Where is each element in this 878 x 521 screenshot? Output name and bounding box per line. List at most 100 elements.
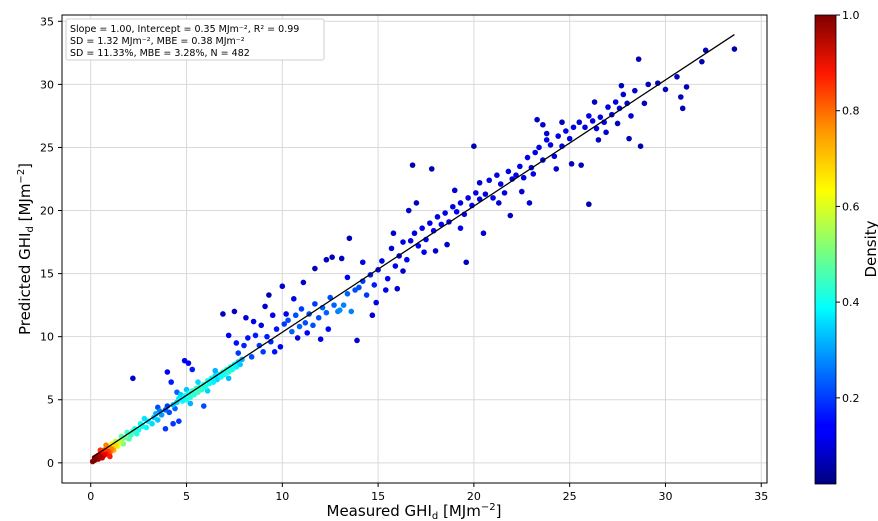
scatter-point xyxy=(495,200,502,206)
grid-lines xyxy=(62,15,767,483)
colorbar-tick-label: 0.4 xyxy=(842,296,860,309)
scatter-point xyxy=(457,225,464,231)
scatter-point xyxy=(674,74,680,80)
scatter-point xyxy=(486,177,493,184)
scatter-point xyxy=(158,412,165,418)
x-tick-label: 5 xyxy=(183,490,190,503)
scatter-point xyxy=(164,369,171,375)
scatter-point xyxy=(632,87,638,94)
scatter-point xyxy=(371,282,378,288)
x-tick-label: 0 xyxy=(87,490,94,503)
scatter-point xyxy=(348,308,355,315)
x-tick-label: 25 xyxy=(563,490,577,503)
colorbar-tick-label: 0.2 xyxy=(842,392,860,405)
scatter-point xyxy=(388,245,395,252)
scatter-point xyxy=(382,287,389,293)
scatter-point xyxy=(438,221,445,228)
scatter-point xyxy=(480,230,487,237)
scatter-point xyxy=(428,166,435,172)
scatter-point xyxy=(501,190,508,196)
scatter-point xyxy=(296,323,303,330)
scatter-point xyxy=(285,317,291,324)
scatter-point xyxy=(603,129,609,136)
plot-frame xyxy=(61,14,768,484)
scatter-point xyxy=(176,418,182,424)
scatter-point xyxy=(323,309,330,316)
scatter-point xyxy=(340,302,347,308)
scatter-point xyxy=(699,58,705,65)
scatter-point xyxy=(294,335,301,341)
scatter-point xyxy=(405,207,412,214)
scatter-point xyxy=(200,403,207,409)
scatter-point xyxy=(195,379,201,385)
scatter-point xyxy=(490,195,496,201)
scatter-point xyxy=(354,337,360,344)
scatter-point xyxy=(482,191,489,197)
scatter-point xyxy=(536,144,542,151)
scatter-point xyxy=(394,285,401,292)
scatter-point xyxy=(597,114,604,120)
scatter-point xyxy=(683,84,690,90)
scatter-point xyxy=(390,230,397,237)
scatter-point xyxy=(325,326,332,332)
scatter-point xyxy=(356,284,362,291)
y-tick-label: 10 xyxy=(40,331,54,344)
scatter-point xyxy=(91,457,98,464)
scatter-point xyxy=(731,46,738,52)
scatter-point xyxy=(645,81,652,88)
scatter-point xyxy=(400,268,406,274)
scatter-point xyxy=(476,196,483,202)
scatter-point xyxy=(471,143,477,149)
scatter-point xyxy=(628,113,634,119)
scatter-point xyxy=(421,249,427,255)
y-tick-label: 30 xyxy=(40,78,54,91)
scatter-point xyxy=(442,210,448,216)
scatter-point xyxy=(534,116,540,123)
scatter-point xyxy=(195,389,201,395)
x-tick-label: 10 xyxy=(275,490,289,503)
x-axis-label: Measured GHId [MJm−2] xyxy=(327,502,502,521)
scatter-point xyxy=(400,239,406,245)
scatter-point xyxy=(586,113,592,119)
scatter-point xyxy=(662,86,669,93)
scatter-point xyxy=(225,369,232,375)
scatter-point xyxy=(404,256,410,263)
scatter-point xyxy=(338,255,345,262)
scatter-point xyxy=(497,181,504,187)
scatter-point xyxy=(530,171,537,177)
scatter-point xyxy=(363,292,370,298)
y-tick-label: 0 xyxy=(47,457,54,470)
y-tick-label: 15 xyxy=(40,268,54,281)
scatter-point xyxy=(291,296,297,302)
colorbar-label: Density xyxy=(862,220,878,277)
scatter-point xyxy=(626,135,632,142)
scatter-point xyxy=(505,168,512,175)
scatter-point xyxy=(310,322,316,329)
y-axis-label: Predicted GHId [MJm−2] xyxy=(16,163,36,335)
scatter-point xyxy=(582,124,588,131)
x-tick-label: 20 xyxy=(467,490,481,503)
scatter-point xyxy=(702,47,709,54)
y-axis-ticks: 0 5 10 15 20 25 30 35 xyxy=(40,15,62,470)
scatter-point xyxy=(384,275,391,282)
scatter-point xyxy=(570,124,577,131)
scatter-point xyxy=(451,187,458,194)
scatter-point xyxy=(591,99,598,105)
scatter-point xyxy=(444,241,450,248)
scatter-point xyxy=(317,336,324,342)
scatter-point xyxy=(331,302,337,308)
scatter-point xyxy=(312,265,318,272)
scatter-point xyxy=(612,99,619,105)
scatter-point xyxy=(300,279,307,286)
scatter-point xyxy=(411,230,418,237)
scatter-point xyxy=(679,105,686,112)
scatter-point xyxy=(185,360,192,366)
scatter-point xyxy=(264,333,270,340)
scatter-point xyxy=(233,340,240,346)
scatter-point xyxy=(532,149,538,156)
scatter-point xyxy=(450,203,456,210)
scatter-point xyxy=(373,299,379,306)
scatter-point xyxy=(586,201,592,208)
scatter-point xyxy=(407,238,414,244)
x-tick-label: 35 xyxy=(754,490,768,503)
